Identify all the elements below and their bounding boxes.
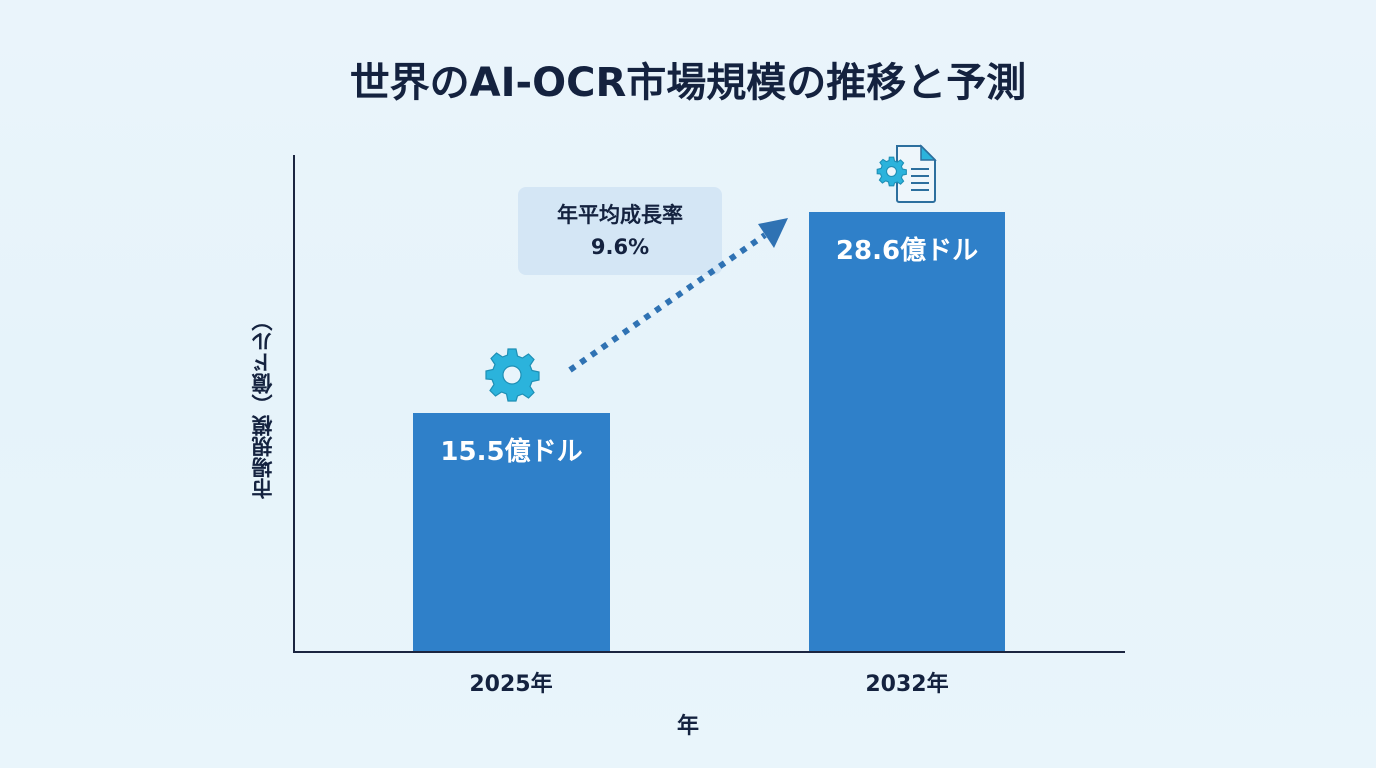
gear-icon (482, 345, 542, 405)
cagr-annotation: 年平均成長率 9.6% (518, 187, 722, 275)
document-gear-icon (873, 143, 943, 205)
growth-arrow-icon (560, 210, 800, 380)
bar-value-label: 15.5億ドル (440, 437, 583, 467)
y-axis-line (293, 155, 295, 653)
bar-2025: 15.5億ドル (413, 413, 610, 652)
x-axis-label: 年 (676, 714, 699, 739)
cagr-label: 年平均成長率 (557, 203, 683, 227)
cagr-value: 9.6% (590, 235, 650, 259)
x-tick-2032: 2032年 (865, 672, 949, 697)
bar-2032: 28.6億ドル (809, 212, 1005, 652)
bar-value-label: 28.6億ドル (835, 236, 979, 266)
chart-title: 世界のAI-OCR市場規模の推移と予測 (349, 60, 1027, 106)
x-tick-2025: 2025年 (469, 672, 553, 697)
x-axis-line (293, 651, 1125, 653)
y-axis-label: 市場規模（億ドル） (251, 310, 275, 500)
